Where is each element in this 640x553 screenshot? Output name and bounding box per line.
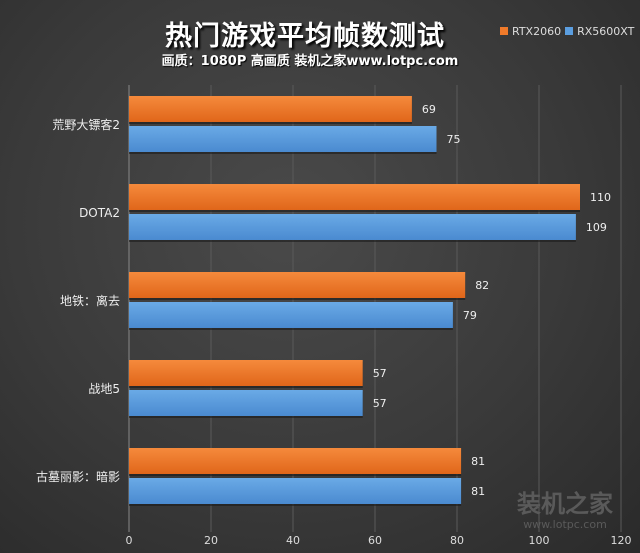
bar-rx5600xt — [129, 302, 453, 328]
legend-item-rtx2060: RTX2060 — [500, 25, 561, 38]
x-tick-label: 60 — [368, 534, 382, 547]
data-label: 110 — [590, 191, 611, 204]
bar-rtx2060 — [129, 360, 363, 386]
bar-rx5600xt — [129, 390, 363, 416]
category-label: 荒野大镖客2 — [52, 117, 120, 132]
data-label: 81 — [471, 485, 485, 498]
legend-label: RX5600XT — [577, 25, 635, 38]
bar-rtx2060 — [129, 272, 466, 298]
x-tick-label: 0 — [126, 534, 133, 547]
data-label: 57 — [373, 397, 387, 410]
watermark: 装机之家 — [517, 490, 613, 518]
bar-rx5600xt — [129, 214, 576, 240]
data-label: 109 — [586, 221, 607, 234]
data-label: 82 — [475, 279, 489, 292]
x-tick-label: 100 — [529, 534, 550, 547]
data-label: 81 — [471, 455, 485, 468]
bar-rtx2060 — [129, 184, 580, 210]
legend-swatch — [500, 27, 508, 35]
legend-swatch — [565, 27, 574, 35]
chart-subtitle: 画质：1080P 高画质 装机之家www.lotpc.com — [161, 54, 459, 69]
watermark-url: www.lotpc.com — [523, 518, 607, 531]
x-tick-label: 40 — [286, 534, 300, 547]
legend: RTX2060 RX5600XT — [500, 25, 634, 38]
bar-rx5600xt — [129, 478, 462, 504]
x-tick-label: 80 — [450, 534, 464, 547]
bar-rx5600xt — [129, 126, 437, 152]
data-label: 57 — [373, 367, 387, 380]
legend-label: RTX2060 — [512, 25, 562, 38]
bar-rtx2060 — [129, 96, 412, 122]
category-label: 地铁：离去 — [60, 293, 120, 308]
legend-item-rx5600xt: RX5600XT — [565, 25, 634, 38]
data-label: 79 — [463, 309, 477, 322]
bar-rtx2060 — [129, 448, 462, 474]
category-label: 战地5 — [88, 382, 120, 396]
data-label: 69 — [422, 103, 436, 116]
x-tick-label: 20 — [204, 534, 218, 547]
x-tick-label: 120 — [611, 534, 632, 547]
category-label: 古墓丽影：暗影 — [36, 469, 120, 484]
chart-title: 热门游戏平均帧数测试 — [165, 21, 445, 52]
category-label: DOTA2 — [79, 206, 120, 220]
data-label: 75 — [447, 133, 461, 146]
